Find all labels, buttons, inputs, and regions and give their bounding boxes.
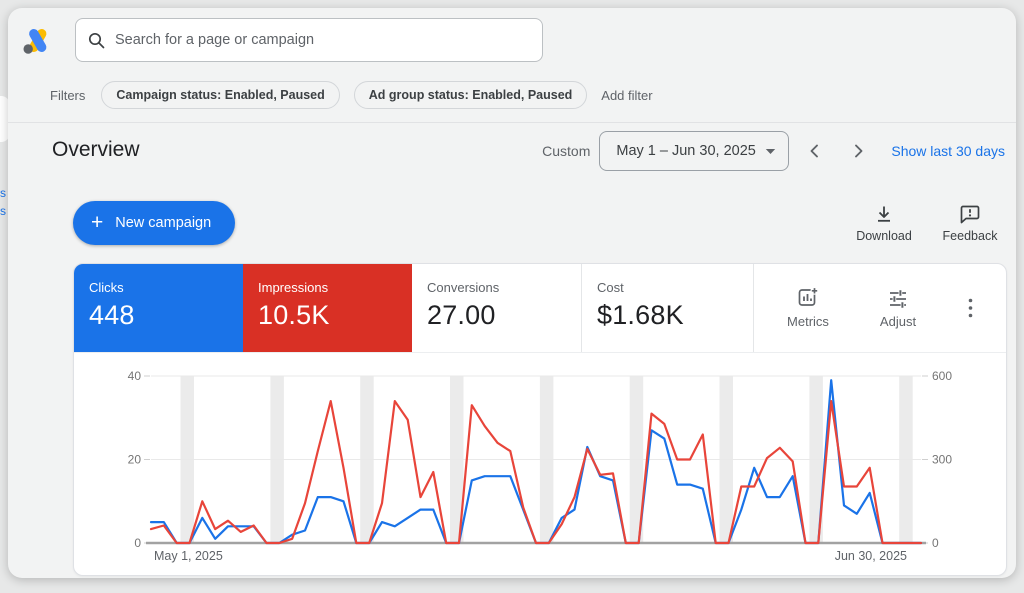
scorecard-value: 10.5K [258, 300, 330, 330]
header-divider [8, 122, 1016, 123]
more-options-button[interactable] [958, 291, 982, 325]
filters-bar: Filters Campaign status: Enabled, Paused… [50, 81, 653, 109]
filter-chip-campaign-status[interactable]: Campaign status: Enabled, Paused [101, 81, 340, 109]
date-next-button[interactable] [845, 138, 871, 164]
add-filter-button[interactable]: Add filter [601, 87, 653, 103]
svg-text:20: 20 [128, 453, 142, 467]
scorecard-clicks[interactable]: Clicks 448 [74, 264, 243, 352]
scorecard-label: Cost [597, 280, 624, 295]
svg-text:0: 0 [932, 536, 939, 550]
chevron-left-icon [810, 144, 818, 158]
overview-panel: Clicks 448 Impressions 10.5K Conversions… [73, 263, 1007, 576]
search-box [75, 18, 543, 62]
metrics-button[interactable]: Metrics [778, 287, 838, 329]
show-last-30-days-link[interactable]: Show last 30 days [891, 143, 1005, 159]
performance-chart[interactable]: 0 20 40 0 300 600 May 1, 2025 Jun 30, 2025 [74, 353, 1006, 575]
google-ads-window: Filters Campaign status: Enabled, Paused… [8, 8, 1016, 578]
download-icon [878, 206, 890, 222]
scorecard-impressions[interactable]: Impressions 10.5K [243, 264, 412, 352]
download-label: Download [856, 229, 912, 243]
new-campaign-button[interactable]: + New campaign [73, 201, 236, 245]
date-controls: Custom May 1 – Jun 30, 2025 Show last 30… [542, 131, 1005, 171]
feedback-label: Feedback [942, 229, 998, 243]
search-input[interactable] [115, 32, 530, 48]
kebab-menu-icon [968, 298, 972, 318]
svg-text:600: 600 [932, 369, 952, 383]
clipped-background-text: s [0, 204, 6, 218]
page-actions: Download Feedback [854, 204, 1000, 243]
svg-text:Jun 30, 2025: Jun 30, 2025 [835, 549, 907, 563]
scorecard-label: Conversions [427, 280, 500, 295]
date-range-value: May 1 – Jun 30, 2025 [616, 143, 756, 159]
filter-chip-ad-group-status[interactable]: Ad group status: Enabled, Paused [353, 81, 588, 109]
add-chart-icon [798, 287, 819, 306]
background-window-edge [0, 96, 10, 142]
clipped-background-text: s [0, 186, 6, 200]
chart-controls: Metrics Adjust [753, 264, 1006, 352]
chevron-down-icon [766, 148, 776, 154]
scorecard-strip: Clicks 448 Impressions 10.5K Conversions… [74, 264, 1006, 353]
svg-text:40: 40 [128, 369, 142, 383]
feedback-icon [960, 205, 980, 224]
chevron-right-icon [854, 144, 863, 158]
plus-icon: + [91, 210, 104, 234]
scorecard-value: 448 [89, 300, 135, 330]
scorecard-cost[interactable]: Cost $1.68K [581, 264, 753, 352]
scorecard-label: Impressions [258, 280, 329, 295]
scorecard-conversions[interactable]: Conversions 27.00 [412, 264, 581, 352]
svg-text:300: 300 [932, 453, 952, 467]
tune-icon [890, 290, 906, 308]
feedback-button[interactable]: Feedback [940, 204, 1000, 243]
scorecard-value: $1.68K [597, 300, 684, 330]
page-title: Overview [52, 138, 140, 161]
new-campaign-label: New campaign [115, 215, 212, 231]
scorecard-value: 27.00 [427, 300, 496, 330]
scorecard-label: Clicks [89, 280, 124, 295]
time-series-svg: 0 20 40 0 300 600 May 1, 2025 Jun 30, 2025 [128, 369, 953, 563]
svg-text:May 1, 2025: May 1, 2025 [154, 549, 223, 563]
adjust-label: Adjust [879, 314, 917, 329]
date-range-dropdown[interactable]: May 1 – Jun 30, 2025 [599, 131, 790, 171]
svg-text:0: 0 [134, 536, 141, 550]
date-prev-button[interactable] [801, 138, 827, 164]
filters-label: Filters [50, 87, 86, 103]
adjust-button[interactable]: Adjust [868, 287, 928, 329]
google-ads-logo [20, 26, 52, 56]
search-icon [88, 32, 105, 48]
date-mode-label: Custom [542, 143, 591, 159]
metrics-label: Metrics [787, 314, 829, 329]
download-button[interactable]: Download [854, 204, 914, 243]
